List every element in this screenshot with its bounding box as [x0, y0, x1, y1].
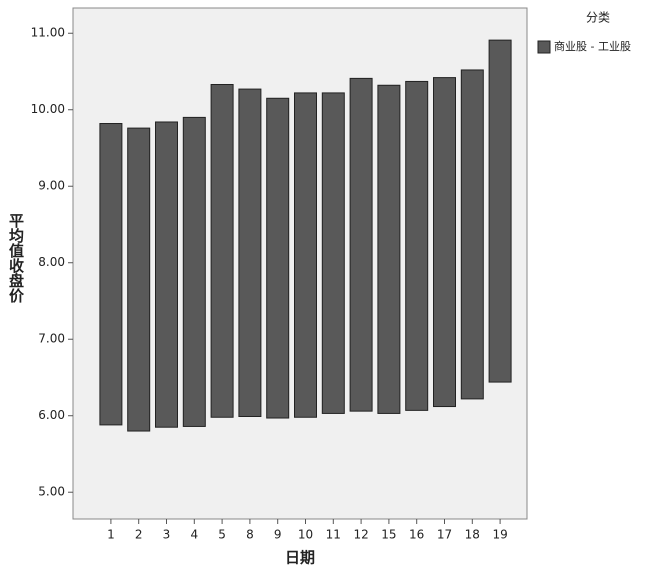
- bar: [155, 121, 178, 428]
- x-tick-label: 3: [163, 528, 171, 542]
- x-tick-label: 17: [437, 528, 452, 542]
- x-tick-label: 9: [274, 528, 282, 542]
- bar: [182, 116, 206, 427]
- bar: [210, 83, 234, 418]
- x-tick-label: 5: [218, 528, 226, 542]
- bar: [405, 80, 429, 411]
- bar: [238, 88, 262, 417]
- y-tick-label: 7.00: [38, 332, 65, 346]
- bar: [349, 77, 373, 412]
- y-tick-label: 5.00: [38, 485, 65, 499]
- y-tick-label: 6.00: [38, 408, 65, 422]
- x-tick-label: 1: [107, 528, 115, 542]
- x-tick-label: 2: [135, 528, 143, 542]
- y-tick-label: 11.00: [31, 26, 65, 40]
- bar: [377, 84, 401, 414]
- x-tick-label: 10: [298, 528, 313, 542]
- legend-swatch: [537, 40, 551, 54]
- y-tick-label: 9.00: [38, 179, 65, 193]
- bar: [433, 77, 456, 408]
- x-tick-label: 18: [465, 528, 480, 542]
- x-tick-label: 19: [492, 528, 507, 542]
- x-tick-label: 11: [326, 528, 341, 542]
- bar: [266, 97, 290, 419]
- y-axis-title: 平均值收盘价: [7, 213, 25, 304]
- bar: [99, 123, 123, 426]
- y-tick-label: 10.00: [31, 102, 65, 116]
- x-tick-label: 4: [190, 528, 198, 542]
- x-tick-label: 12: [353, 528, 368, 542]
- x-axis-title: 日期: [285, 549, 315, 567]
- bar: [460, 69, 484, 400]
- legend-label: 商业股 - 工业股: [554, 39, 631, 53]
- bar: [127, 127, 151, 432]
- x-tick-label: 8: [246, 528, 254, 542]
- legend-title: 分类: [586, 11, 610, 25]
- x-tick-label: 16: [409, 528, 424, 542]
- y-tick-label: 8.00: [38, 255, 65, 269]
- bar: [488, 39, 512, 383]
- bar: [321, 92, 345, 414]
- x-tick-label: 15: [381, 528, 396, 542]
- bar: [294, 92, 317, 418]
